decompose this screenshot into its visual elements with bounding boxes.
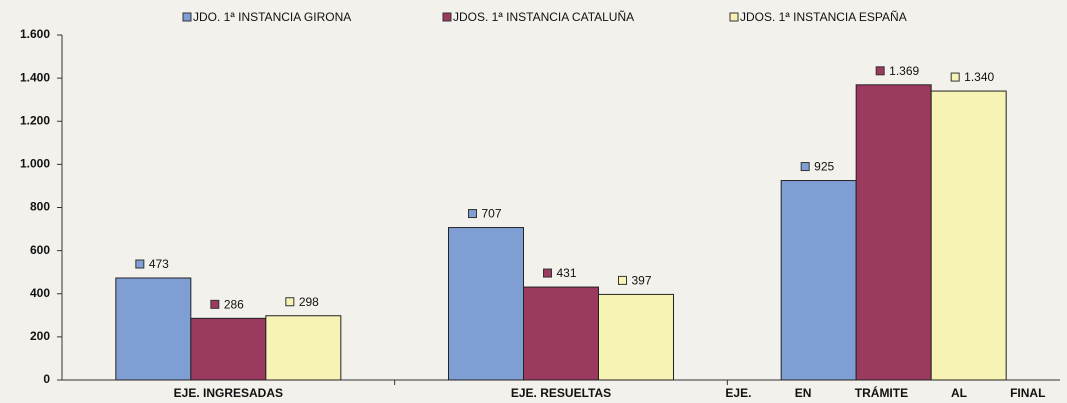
x-tick-label: EJE. EN TRÁMITE AL FINAL DEL AÑO bbox=[725, 385, 1067, 400]
y-tick-label: 1.600 bbox=[20, 27, 50, 41]
label-marker bbox=[285, 297, 295, 307]
value-label: 925 bbox=[814, 160, 834, 174]
y-tick-label: 1.000 bbox=[20, 157, 50, 171]
label-marker bbox=[210, 299, 220, 309]
bar bbox=[190, 317, 267, 381]
legend-swatch bbox=[182, 12, 192, 22]
label-marker bbox=[618, 275, 627, 285]
y-tick-label: 600 bbox=[30, 243, 50, 257]
y-tick-label: 400 bbox=[30, 286, 50, 300]
legend-swatch bbox=[442, 12, 452, 22]
y-tick-label: 1.200 bbox=[20, 113, 50, 127]
bar bbox=[265, 315, 342, 381]
y-tick-label: 1.400 bbox=[20, 70, 50, 84]
bar bbox=[115, 277, 192, 381]
label-marker bbox=[468, 209, 477, 219]
legend-label: JDOS. 1ª INSTANCIA CATALUÑA bbox=[453, 10, 634, 24]
bar bbox=[780, 180, 857, 381]
label-marker bbox=[950, 72, 960, 82]
value-label: 431 bbox=[557, 266, 577, 280]
legend-swatch bbox=[729, 12, 739, 22]
label-marker bbox=[800, 162, 810, 172]
y-tick-label: 0 bbox=[43, 372, 50, 386]
bar bbox=[523, 286, 599, 381]
bar bbox=[855, 84, 932, 381]
bar bbox=[930, 90, 1007, 381]
y-tick-label: 800 bbox=[30, 200, 50, 214]
value-label: 1.369 bbox=[889, 64, 919, 78]
value-label: 707 bbox=[482, 207, 502, 221]
value-label: 298 bbox=[299, 295, 319, 309]
label-marker bbox=[543, 268, 552, 278]
legend-label: JDO. 1ª INSTANCIA GIRONA bbox=[193, 10, 351, 24]
value-label: 473 bbox=[149, 257, 169, 271]
legend-label: JDOS. 1ª INSTANCIA ESPAÑA bbox=[740, 10, 907, 24]
value-label: 1.340 bbox=[964, 70, 994, 84]
label-marker bbox=[135, 259, 145, 269]
value-label: 397 bbox=[632, 274, 652, 288]
y-tick-label: 200 bbox=[30, 329, 50, 343]
x-tick-label: EJE. INGRESADAS bbox=[174, 386, 283, 400]
value-label: 286 bbox=[224, 298, 244, 312]
x-tick-label: EJE. RESUELTAS bbox=[511, 386, 611, 400]
bar bbox=[598, 293, 674, 381]
bar bbox=[448, 227, 524, 381]
label-marker bbox=[875, 66, 885, 76]
